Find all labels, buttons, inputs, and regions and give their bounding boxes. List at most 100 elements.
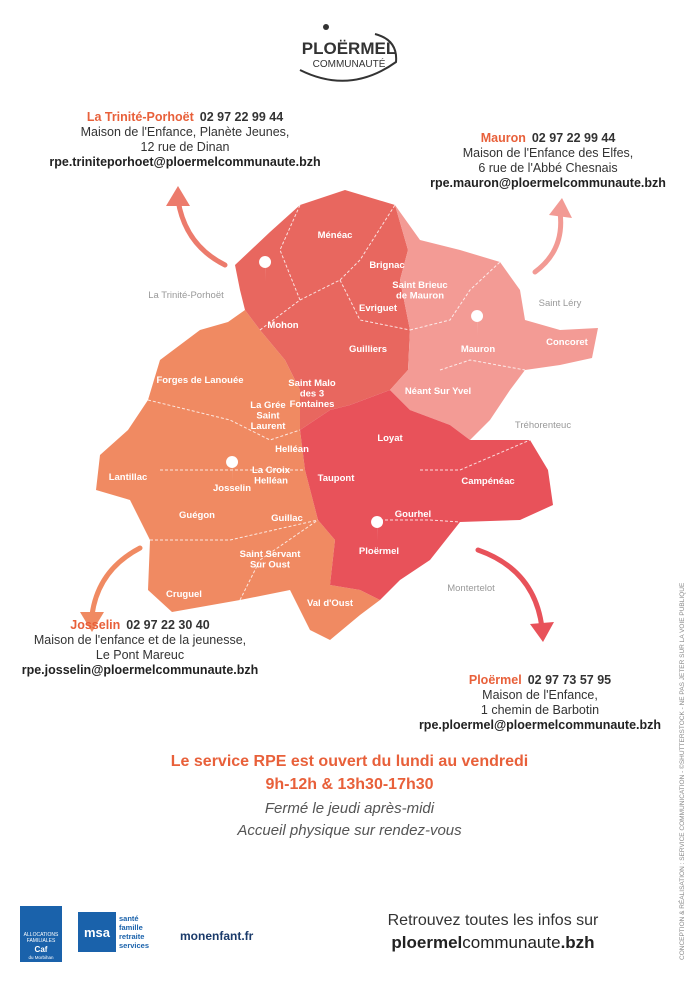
commune-label: La Grée: [250, 400, 285, 411]
commune-label: Helléan: [254, 476, 288, 487]
office-name: La Trinité-Porhoët: [86, 110, 194, 124]
office-heading: Josselin 02 97 22 30 40: [0, 618, 300, 633]
pins: [226, 256, 484, 542]
office-address: Maison de l'Enfance, Planète Jeunes,: [80, 125, 290, 139]
office-heading: Mauron 02 97 22 99 44: [388, 131, 699, 146]
office-phone: 02 97 22 30 40: [126, 618, 210, 632]
outside-commune: La Trinité-Porhoët: [148, 290, 224, 301]
schedule-days: Le service RPE est ouvert du lundi au ve…: [170, 753, 529, 770]
msa-text: retraite: [119, 932, 144, 941]
commune-label: Ploërmel: [359, 546, 399, 557]
commune-label: Saint: [256, 411, 280, 422]
outside-commune: Tréhorenteuc: [515, 420, 571, 431]
commune-label: Guillac: [271, 513, 303, 524]
outside-commune: Montertelot: [447, 583, 495, 594]
commune-label: Néant Sur Yvel: [405, 386, 471, 397]
commune-label: Laurent: [251, 421, 287, 432]
region-josselin: [96, 310, 380, 640]
office-address: 12 rue de Dinan: [140, 140, 230, 154]
office-email: rpe.josselin@ploermelcommunaute.bzh: [21, 663, 259, 677]
logo-title: PLOËRMEL: [302, 39, 396, 58]
commune-label: Mauron: [461, 344, 496, 355]
commune-label: Lantillac: [109, 472, 148, 483]
commune-label: de Mauron: [396, 291, 444, 302]
msa-text: santé: [119, 914, 139, 923]
commune-label: Josselin: [213, 483, 251, 494]
commune-label: Concoret: [546, 337, 589, 348]
footer-url: ploermelcommunaute.bzh: [391, 933, 594, 952]
commune-label: Gourhel: [395, 509, 431, 520]
caf-text: du Morbihan: [28, 955, 54, 960]
commune-label: Loyat: [377, 433, 403, 444]
schedule-appointment: Accueil physique sur rendez-vous: [237, 822, 462, 839]
office-address: Maison de l'Enfance,: [482, 688, 598, 702]
commune-label: Guilliers: [349, 344, 387, 355]
credit: CONCEPTION & RÉALISATION : SERVICE COMMU…: [677, 582, 686, 960]
office-name: Mauron: [480, 131, 526, 145]
caf-text: FAMILIALES: [27, 938, 56, 944]
commune-label: Taupont: [318, 473, 356, 484]
caf-logo: [20, 906, 62, 962]
office-email: rpe.triniteporhoet@ploermelcommunaute.bz…: [49, 155, 321, 169]
msa-text: services: [119, 941, 149, 950]
office-address: Maison de l'Enfance des Elfes,: [462, 146, 634, 160]
commune-label: Val d'Oust: [307, 598, 354, 609]
office-email: rpe.ploermel@ploermelcommunaute.bzh: [418, 718, 662, 732]
commune-borders: [147, 204, 531, 601]
office-address: 6 rue de l'Abbé Chesnais: [478, 161, 618, 175]
office-phone: 02 97 22 99 44: [531, 131, 616, 145]
commune-label: Cruguel: [166, 589, 202, 600]
region-trinite: [235, 190, 410, 430]
office-block: Mauron 02 97 22 99 44 Maison de l'Enfance …: [388, 131, 699, 191]
commune-label: Saint Malo: [288, 378, 336, 389]
url-part: .bzh: [561, 933, 595, 952]
commune-label: Saint Servant: [240, 549, 302, 560]
msa-logo: [78, 912, 116, 952]
office-email: rpe.mauron@ploermelcommunaute.bzh: [430, 176, 666, 190]
commune-label: Helléan: [275, 444, 309, 455]
commune-label: Brignac: [369, 260, 404, 271]
office-block: La Trinité-Porhoët 02 97 22 99 44 Maison d…: [25, 110, 345, 170]
caf-text: Caf: [35, 945, 48, 954]
arrow-heads: [80, 186, 572, 642]
footer-info: Retrouvez toutes les infos sur: [388, 912, 599, 929]
commune-label: des 3: [300, 389, 324, 400]
caf-text: ALLOCATIONS: [24, 932, 59, 938]
office-name: Ploërmel: [468, 673, 522, 687]
commune-label: Guégon: [179, 510, 215, 521]
schedule-hours: 9h-12h & 13h30-17h30: [265, 776, 434, 793]
msa-text: famille: [119, 923, 143, 932]
office-heading: La Trinité-Porhoët 02 97 22 99 44: [25, 110, 345, 125]
outside-commune: Saint Léry: [539, 298, 582, 309]
logo-subtitle: COMMUNAUTÉ: [313, 57, 386, 70]
url-part: communaute: [462, 933, 560, 952]
logo-swoosh: [299, 33, 398, 82]
commune-label: Ménéac: [318, 230, 353, 241]
office-address: Maison de l'enfance et de la jeunesse,: [33, 633, 247, 647]
commune-label: Forges de Lanouée: [156, 375, 243, 386]
logo-leaf: [323, 24, 329, 30]
commune-label: Evriguet: [359, 303, 398, 314]
office-block: Josselin 02 97 22 30 40 Maison de l'enfanc…: [0, 618, 300, 678]
commune-label: Fontaines: [290, 399, 335, 410]
office-phone: 02 97 73 57 95: [527, 673, 612, 687]
arrows: [89, 197, 564, 631]
office-address: 1 chemin de Barbotin: [480, 703, 600, 717]
commune-label: La Croix: [252, 465, 291, 476]
msa-text: msa: [84, 925, 111, 940]
office-heading: Ploërmel 02 97 73 57 95: [380, 673, 699, 688]
commune-label: Saint Brieuc: [392, 280, 447, 291]
schedule-closed: Fermé le jeudi après-midi: [264, 800, 435, 817]
commune-label: Campénéac: [461, 476, 514, 487]
office-name: Josselin: [70, 618, 121, 632]
region-ploermel: [300, 390, 553, 600]
office-block: Ploërmel 02 97 73 57 95 Maison de l'Enfanc…: [380, 673, 699, 733]
region-mauron: [390, 205, 598, 440]
office-phone: 02 97 22 99 44: [199, 110, 284, 124]
url-part: ploermel: [391, 933, 462, 952]
office-address: Le Pont Mareuc: [95, 648, 185, 662]
commune-label: Mohon: [267, 320, 298, 331]
